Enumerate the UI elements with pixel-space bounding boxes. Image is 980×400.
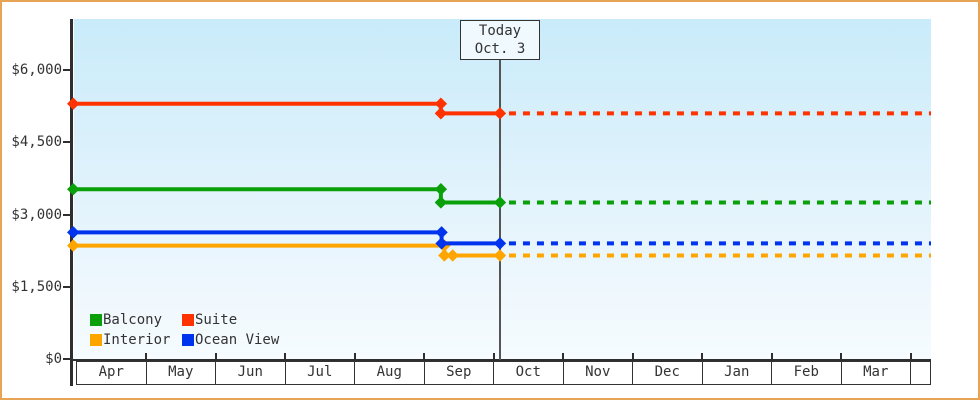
y-axis-tick [63, 358, 71, 360]
month-cell-jan: Jan [703, 362, 772, 384]
today-marker-box: Today Oct. 3 [460, 20, 540, 60]
plot-area [73, 19, 931, 360]
y-axis-label: $6,000 [11, 62, 62, 78]
legend-item-ocean-view: Ocean View [182, 332, 279, 348]
legend-label: Ocean View [195, 332, 280, 348]
y-axis-line [70, 19, 73, 386]
month-cell-jul: Jul [286, 362, 355, 384]
today-date: Oct. 3 [474, 41, 526, 57]
legend-item-suite: Suite [182, 312, 279, 328]
x-axis-month-tick [353, 353, 356, 359]
legend-item-interior: Interior [90, 332, 182, 348]
chart-legend: Balcony Suite Interior Ocean View [90, 312, 279, 348]
month-cell-jun: Jun [216, 362, 286, 384]
legend-swatch-icon [90, 334, 102, 346]
month-cell-dec: Dec [633, 362, 703, 384]
x-axis-line [70, 359, 931, 361]
x-axis-month-tick [214, 353, 217, 359]
y-axis-tick [63, 213, 71, 216]
month-cell-empty [911, 362, 930, 384]
x-axis-month-tick [701, 353, 704, 359]
month-cell-feb: Feb [772, 362, 842, 384]
month-cell-may: May [147, 362, 216, 384]
legend-swatch-icon [182, 314, 194, 326]
legend-swatch-icon [182, 334, 194, 346]
month-axis-row: Apr May Jun Jul Aug Sep Oct Nov Dec Jan Feb Mar [76, 361, 931, 385]
y-axis-label: $1,500 [11, 278, 62, 295]
x-axis-month-tick [840, 353, 843, 359]
legend-item-balcony: Balcony [90, 312, 182, 328]
y-axis-tick [63, 141, 71, 144]
month-cell-sep: Sep [425, 362, 494, 384]
x-axis-month-tick [909, 353, 912, 359]
x-axis-month-tick [770, 353, 773, 359]
x-axis-month-tick [145, 353, 148, 359]
legend-swatch-icon [90, 314, 102, 326]
y-axis-tick [63, 69, 71, 71]
y-axis-label: $0 [45, 351, 62, 367]
month-cell-mar: Mar [842, 362, 911, 384]
month-cell-oct: Oct [494, 362, 564, 384]
legend-label: Balcony [103, 312, 163, 328]
y-axis-label: $3,000 [11, 206, 62, 223]
legend-label: Interior [103, 332, 171, 348]
legend-label: Suite [195, 312, 238, 328]
x-axis-month-tick [562, 353, 565, 359]
today-vertical-line [499, 59, 501, 360]
month-cell-aug: Aug [355, 362, 425, 384]
y-axis-tick [63, 285, 71, 288]
x-axis-month-tick [284, 353, 287, 359]
x-axis-month-tick [492, 353, 495, 359]
month-cell-nov: Nov [564, 362, 633, 384]
y-axis-label: $4,500 [11, 134, 62, 151]
x-axis-month-tick [423, 353, 426, 359]
today-label: Today [478, 23, 522, 39]
month-cell-apr: Apr [77, 362, 147, 384]
x-axis-month-tick [631, 353, 634, 359]
